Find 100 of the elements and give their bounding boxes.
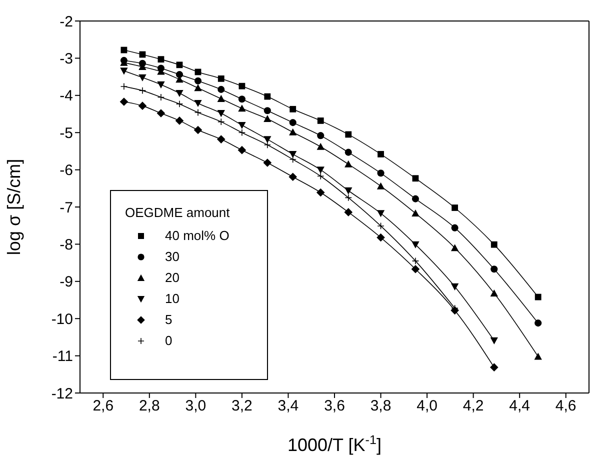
point (317, 117, 324, 124)
point (316, 166, 324, 174)
x-tick-label: 2,6 (92, 398, 114, 415)
point (451, 224, 458, 232)
point (490, 289, 498, 297)
point (176, 90, 184, 98)
point (264, 141, 272, 148)
point (534, 352, 542, 360)
point (490, 266, 498, 273)
point (217, 110, 225, 118)
point (194, 108, 202, 116)
x-tick-label: 3,4 (278, 398, 299, 415)
y-tick-label: -3 (60, 50, 73, 68)
point (218, 75, 224, 82)
point (376, 210, 385, 218)
legend-label: 0 (165, 332, 172, 348)
point (194, 77, 202, 84)
x-tick-label: 3,6 (324, 398, 345, 415)
point (289, 119, 296, 126)
point (344, 194, 352, 202)
point (412, 209, 420, 217)
point (344, 160, 352, 168)
point (194, 126, 202, 134)
point (450, 244, 459, 252)
point (452, 204, 458, 211)
y-tick-label: -2 (60, 13, 73, 30)
point (238, 146, 246, 154)
point (290, 106, 296, 112)
point (412, 195, 419, 202)
x-tick-label: 4,2 (462, 398, 484, 415)
legend-title: OEGDME amount (125, 205, 231, 221)
point (376, 233, 385, 242)
point (138, 86, 146, 94)
point (176, 62, 183, 68)
point (157, 81, 165, 88)
y-tick-label: -4 (60, 88, 73, 105)
y-tick-label: -7 (60, 199, 73, 216)
y-axis-title: log σ [S/cm] (4, 158, 24, 256)
y-tick-label: -11 (52, 348, 73, 366)
point (264, 107, 271, 114)
point (157, 94, 165, 101)
point (194, 100, 202, 108)
x-tick-label: 3,0 (185, 398, 206, 415)
y-tick-label: -9 (60, 274, 73, 291)
point (344, 208, 353, 216)
legend-label: 10 (165, 290, 180, 306)
point (490, 241, 498, 248)
legend-label: 20 (165, 270, 180, 286)
point (194, 84, 202, 92)
legend-label: 5 (165, 312, 172, 328)
point (120, 82, 128, 90)
point (289, 156, 296, 163)
point (534, 294, 542, 300)
y-tick-label: -5 (60, 124, 73, 142)
point (238, 104, 246, 112)
point (376, 182, 385, 190)
point (264, 114, 272, 122)
point (176, 100, 184, 108)
y-tick-label: -8 (60, 236, 73, 254)
point (120, 98, 128, 106)
point (216, 135, 226, 144)
legend-label: 30 (165, 248, 180, 264)
point (344, 148, 352, 156)
x-tick-label: 3,8 (370, 398, 392, 415)
point (317, 132, 324, 140)
point (317, 172, 324, 180)
y-tick-label: -12 (51, 385, 73, 402)
point (238, 82, 246, 90)
point (378, 150, 384, 158)
point (218, 86, 225, 93)
point (377, 170, 384, 177)
point (120, 68, 128, 75)
point (288, 172, 298, 182)
point (412, 175, 419, 182)
x-tick-label: 3,2 (232, 398, 252, 415)
point (217, 94, 225, 102)
point (316, 142, 324, 150)
point (411, 264, 420, 274)
x-tick-label: 4,4 (509, 398, 530, 415)
point (490, 363, 498, 372)
point (344, 187, 352, 194)
point (450, 283, 459, 290)
point (138, 74, 146, 82)
point (534, 320, 542, 327)
legend-label: 40 mol% O (165, 228, 230, 244)
point (218, 118, 225, 126)
point (377, 222, 384, 230)
point (289, 128, 297, 136)
point (263, 158, 272, 167)
x-tick-label: 4,6 (555, 398, 576, 415)
point (175, 116, 184, 125)
x-tick-label: 2,8 (138, 398, 160, 415)
y-tick-label: -6 (60, 162, 73, 180)
point (412, 257, 420, 265)
point (490, 337, 498, 344)
point (238, 129, 246, 136)
point (412, 241, 420, 248)
x-axis-title: 1000/T [K$^{-1}$] (288, 433, 382, 455)
point (316, 188, 325, 197)
y-tick-label: -10 (51, 310, 73, 328)
